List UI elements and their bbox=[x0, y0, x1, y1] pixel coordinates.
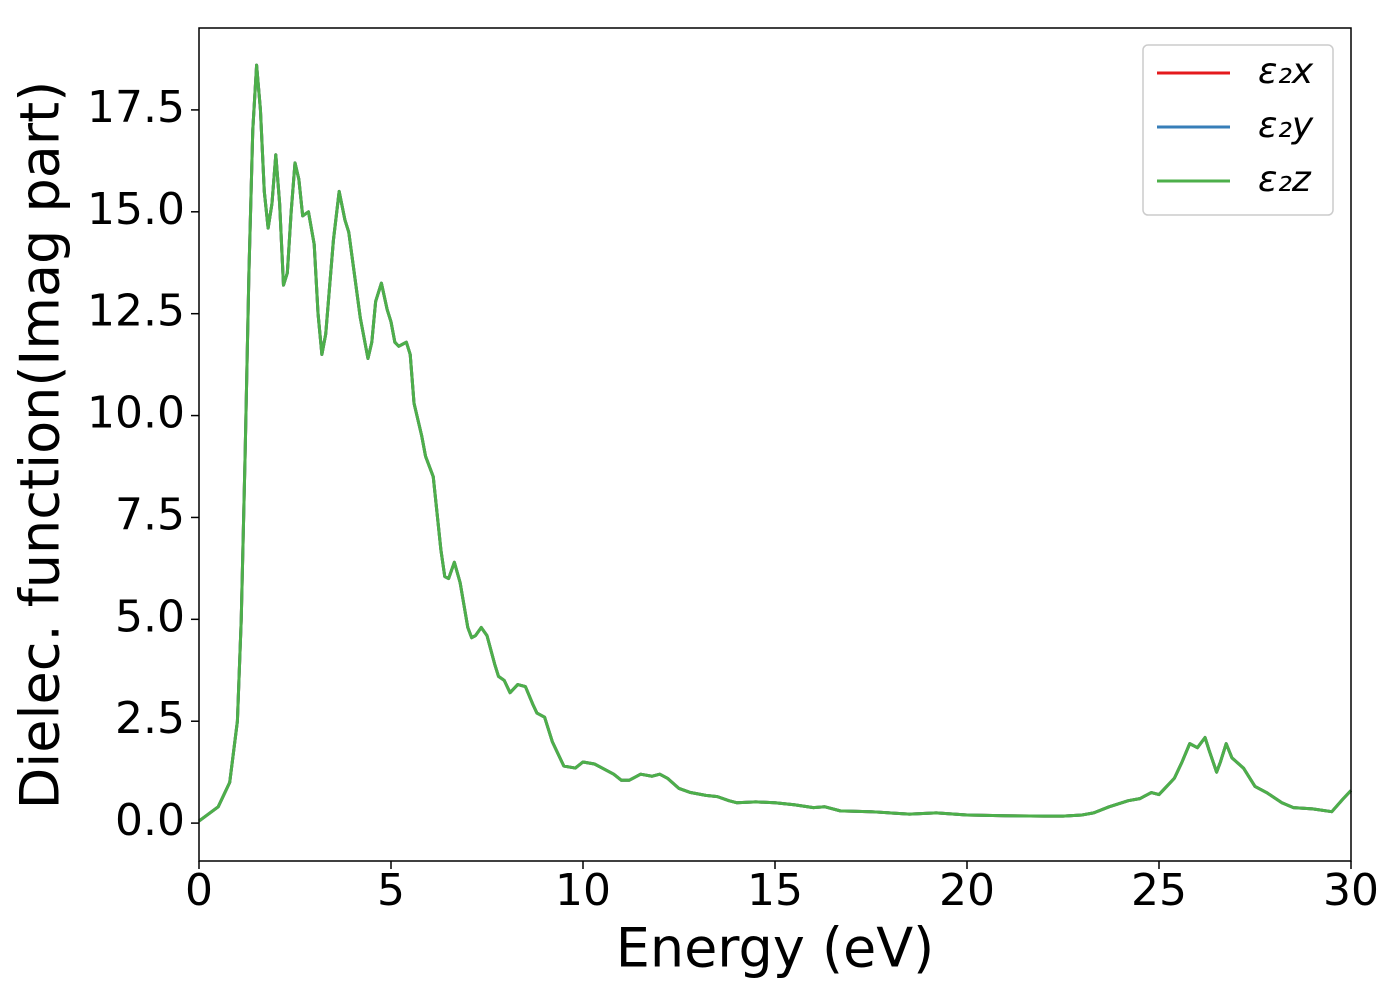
y-tick-label: 10.0 bbox=[87, 388, 185, 439]
y-tick-label: 17.5 bbox=[87, 82, 185, 133]
y-tick-label: 5.0 bbox=[115, 591, 185, 642]
y-tick-label: 7.5 bbox=[115, 489, 185, 540]
legend-label: ε₂x bbox=[1258, 51, 1314, 92]
x-tick-label: 5 bbox=[377, 865, 405, 916]
x-tick-label: 0 bbox=[185, 865, 213, 916]
plot-frame bbox=[198, 27, 1352, 862]
x-tick-label: 10 bbox=[555, 865, 611, 916]
x-tick-label: 15 bbox=[747, 865, 803, 916]
legend-label: ε₂y bbox=[1258, 105, 1314, 146]
x-tick-label: 30 bbox=[1323, 865, 1379, 916]
y-axis-label: Dielec. function(Imag part) bbox=[9, 81, 72, 810]
y-tick-label: 12.5 bbox=[87, 286, 185, 337]
x-tick-label: 25 bbox=[1131, 865, 1187, 916]
legend-box bbox=[1142, 44, 1334, 216]
x-tick-label: 20 bbox=[939, 865, 995, 916]
data-line bbox=[198, 63, 1353, 823]
y-tick-label: 0.0 bbox=[115, 795, 185, 846]
x-axis-label: Energy (eV) bbox=[616, 917, 935, 980]
legend-label: ε₂z bbox=[1258, 159, 1312, 200]
y-tick-label: 15.0 bbox=[87, 184, 185, 235]
y-tick-label: 2.5 bbox=[115, 693, 185, 744]
